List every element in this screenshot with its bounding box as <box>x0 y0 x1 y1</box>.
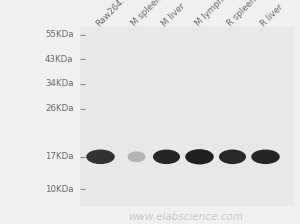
Text: M liver: M liver <box>160 1 187 28</box>
Ellipse shape <box>219 150 246 164</box>
Ellipse shape <box>185 149 214 164</box>
Text: M spleen: M spleen <box>130 0 164 28</box>
Text: 34KDa: 34KDa <box>45 80 74 88</box>
Text: 26KDa: 26KDa <box>45 104 74 113</box>
Ellipse shape <box>86 150 115 164</box>
Text: 17KDa: 17KDa <box>45 152 74 161</box>
Text: 43KDa: 43KDa <box>45 55 74 64</box>
Ellipse shape <box>153 150 180 164</box>
Text: www.elabscience.com: www.elabscience.com <box>128 212 244 222</box>
Text: R spleen: R spleen <box>226 0 259 28</box>
Bar <box>80 27 294 206</box>
Ellipse shape <box>251 150 280 164</box>
Text: M lymph node: M lymph node <box>193 0 243 28</box>
Text: Raw264.7: Raw264.7 <box>94 0 130 28</box>
Ellipse shape <box>128 151 146 162</box>
Text: R liver: R liver <box>259 2 285 28</box>
Text: 55KDa: 55KDa <box>45 30 74 39</box>
Text: 10KDa: 10KDa <box>45 185 74 194</box>
